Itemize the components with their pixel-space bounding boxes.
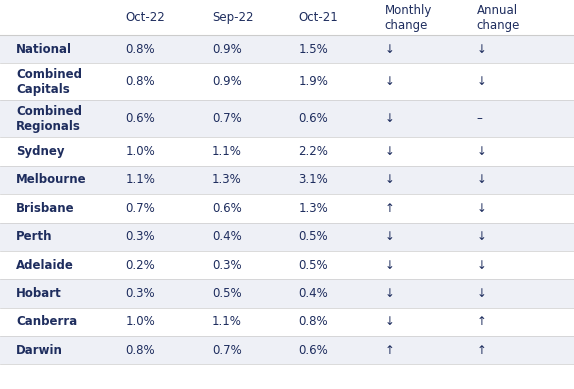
Text: ↓: ↓ [476, 230, 486, 243]
Text: 0.4%: 0.4% [298, 287, 328, 300]
Text: 1.0%: 1.0% [126, 315, 156, 328]
Text: Oct-21: Oct-21 [298, 11, 338, 24]
Text: 1.3%: 1.3% [212, 173, 242, 186]
Text: Hobart: Hobart [16, 287, 62, 300]
Text: 0.3%: 0.3% [212, 259, 242, 272]
Text: Brisbane: Brisbane [16, 202, 75, 215]
Bar [0, 279, 574, 308]
Text: 0.7%: 0.7% [212, 344, 242, 357]
Text: Sep-22: Sep-22 [212, 11, 254, 24]
Text: ↓: ↓ [385, 173, 394, 186]
Text: Canberra: Canberra [16, 315, 77, 328]
Text: 1.3%: 1.3% [298, 202, 328, 215]
Text: ↓: ↓ [476, 75, 486, 88]
Text: Monthly
change: Monthly change [385, 4, 432, 32]
Text: 0.3%: 0.3% [126, 230, 156, 243]
Text: ↓: ↓ [476, 145, 486, 158]
Bar [0, 223, 574, 251]
Text: ↓: ↓ [385, 75, 394, 88]
Text: 0.7%: 0.7% [212, 112, 242, 125]
Text: ↓: ↓ [476, 202, 486, 215]
Text: 0.6%: 0.6% [298, 344, 328, 357]
Text: 0.8%: 0.8% [126, 43, 156, 56]
Text: 0.3%: 0.3% [126, 287, 156, 300]
Text: Combined
Regionals: Combined Regionals [16, 105, 82, 133]
Bar [0, 0, 574, 35]
Text: Adelaide: Adelaide [16, 259, 74, 272]
Text: ↓: ↓ [476, 287, 486, 300]
Text: 0.4%: 0.4% [212, 230, 242, 243]
Text: ↓: ↓ [385, 315, 394, 328]
Text: ↑: ↑ [476, 315, 486, 328]
Text: Perth: Perth [16, 230, 53, 243]
Text: National: National [16, 43, 72, 56]
Text: 0.2%: 0.2% [126, 259, 156, 272]
Text: ↓: ↓ [385, 43, 394, 56]
Text: 1.1%: 1.1% [126, 173, 156, 186]
Bar [0, 166, 574, 194]
Bar [0, 137, 574, 166]
Text: ↓: ↓ [385, 112, 394, 125]
Text: ↑: ↑ [476, 344, 486, 357]
Text: 0.8%: 0.8% [298, 315, 328, 328]
Text: Combined
Capitals: Combined Capitals [16, 68, 82, 96]
Text: 0.6%: 0.6% [126, 112, 156, 125]
Text: 0.7%: 0.7% [126, 202, 156, 215]
Text: ↓: ↓ [385, 287, 394, 300]
Text: Annual
change: Annual change [476, 4, 520, 32]
Text: 0.8%: 0.8% [126, 75, 156, 88]
Text: 1.0%: 1.0% [126, 145, 156, 158]
Text: ↑: ↑ [385, 202, 394, 215]
Text: 0.5%: 0.5% [298, 230, 328, 243]
Text: Oct-22: Oct-22 [126, 11, 165, 24]
Text: 2.2%: 2.2% [298, 145, 328, 158]
Bar [0, 194, 574, 223]
Text: ↓: ↓ [385, 230, 394, 243]
Text: ↑: ↑ [385, 344, 394, 357]
Bar [0, 336, 574, 364]
Text: ↓: ↓ [476, 259, 486, 272]
Text: ↓: ↓ [476, 43, 486, 56]
Text: 1.1%: 1.1% [212, 145, 242, 158]
Text: 1.9%: 1.9% [298, 75, 328, 88]
Text: 0.6%: 0.6% [212, 202, 242, 215]
Bar [0, 251, 574, 279]
Bar [0, 100, 574, 137]
Text: 0.5%: 0.5% [212, 287, 242, 300]
Text: Sydney: Sydney [16, 145, 64, 158]
Text: 0.8%: 0.8% [126, 344, 156, 357]
Bar [0, 308, 574, 336]
Text: 0.5%: 0.5% [298, 259, 328, 272]
Text: 0.9%: 0.9% [212, 43, 242, 56]
Bar [0, 63, 574, 100]
Text: 0.6%: 0.6% [298, 112, 328, 125]
Text: 1.1%: 1.1% [212, 315, 242, 328]
Bar [0, 35, 574, 63]
Text: 0.9%: 0.9% [212, 75, 242, 88]
Text: ↓: ↓ [385, 259, 394, 272]
Text: ↓: ↓ [476, 173, 486, 186]
Text: 1.5%: 1.5% [298, 43, 328, 56]
Text: Darwin: Darwin [16, 344, 63, 357]
Text: –: – [476, 112, 482, 125]
Text: Melbourne: Melbourne [16, 173, 87, 186]
Text: 3.1%: 3.1% [298, 173, 328, 186]
Text: ↓: ↓ [385, 145, 394, 158]
